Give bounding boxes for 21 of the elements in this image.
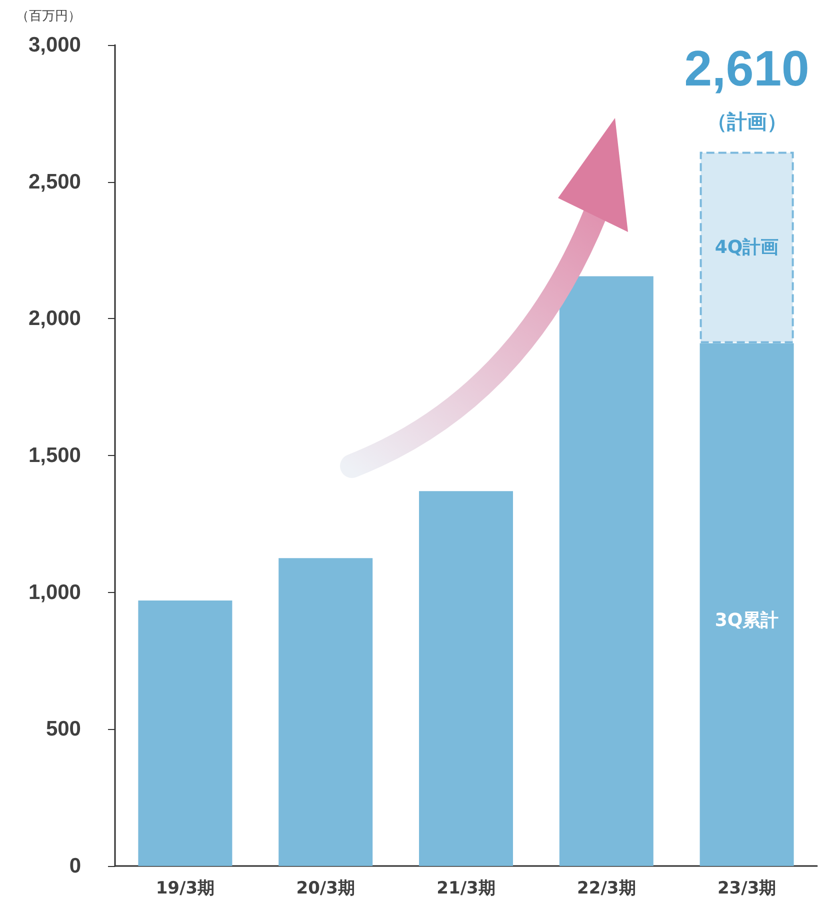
y-tick-label: 1,000 — [28, 580, 81, 604]
x-tick-label: 20/3期 — [296, 878, 355, 898]
annotation: 4Q計画 — [714, 237, 779, 258]
annotation: 3Q累計 — [714, 610, 779, 631]
x-tick-label: 21/3期 — [436, 878, 496, 898]
y-tick-label: 3,000 — [28, 34, 81, 56]
x-tick-label: 23/3期 — [717, 878, 776, 898]
y-tick-label: 0 — [69, 854, 81, 878]
y-tick-label: 2,500 — [28, 170, 81, 194]
annotation: （計画） — [706, 110, 787, 134]
y-tick-label: 500 — [46, 718, 81, 741]
bar — [278, 558, 373, 866]
bar — [419, 491, 513, 866]
x-tick-label: 22/3期 — [577, 878, 636, 898]
y-axis-title: （百万円） — [16, 9, 81, 24]
bar — [138, 600, 232, 866]
y-tick-label: 1,500 — [28, 444, 81, 467]
x-tick-label: 19/3期 — [156, 878, 215, 898]
total-label: 2,610 — [684, 40, 810, 97]
y-tick-label: 2,000 — [28, 307, 81, 330]
bar — [559, 276, 654, 866]
